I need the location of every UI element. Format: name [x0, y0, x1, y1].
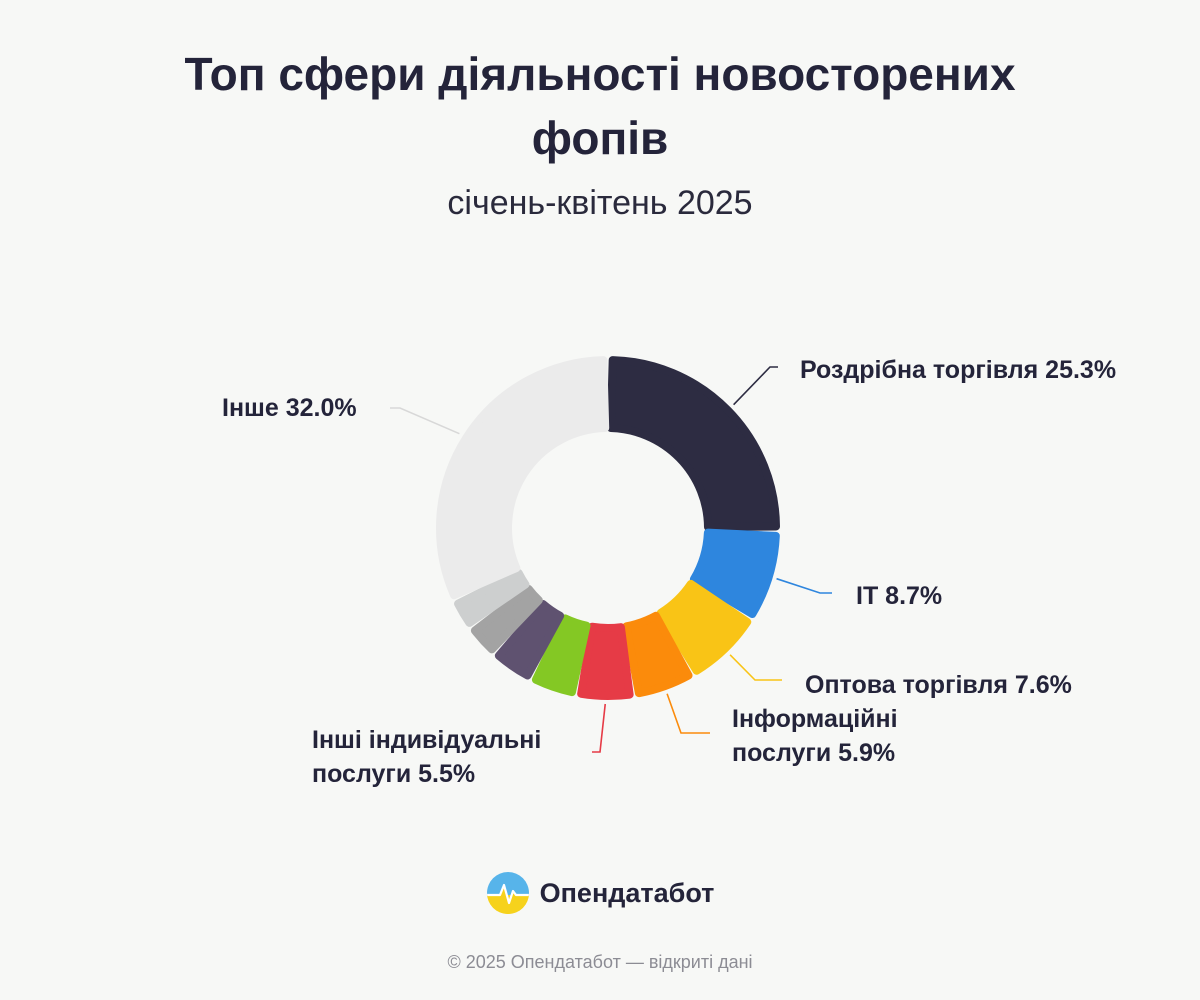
slice-slice-8: [470, 585, 543, 654]
chart-subtitle: січень-квітень 2025: [447, 184, 753, 222]
slices-layer: [436, 356, 780, 700]
footer-copyright: © 2025 Опендатабот — відкриті дані: [447, 952, 753, 972]
chart-title: Топ сфери діяльності новосторених фопів: [0, 42, 1200, 170]
slice-other-personal-services: [577, 622, 634, 700]
slice-retail: [606, 356, 780, 532]
slice-label-other: Інше 32.0%: [222, 394, 357, 422]
slice-label-info-services-line-2: послуги 5.9%: [732, 739, 895, 767]
brand-logo: Опендатабот: [0, 868, 1200, 918]
leader-line-other: [390, 407, 460, 435]
slice-label-retail: Роздрібна торгівля 25.3%: [800, 356, 1116, 384]
leader-line-wholesale: [729, 654, 782, 681]
slice-slice-9: [454, 569, 530, 627]
leader-line-retail: [733, 366, 778, 406]
brand-name: Опендатабот: [539, 877, 715, 908]
leader-line-info-services: [666, 693, 710, 734]
chart-title-line-2: фопів: [531, 112, 669, 164]
slice-wholesale: [656, 579, 752, 675]
slice-slice-6: [531, 614, 591, 697]
slice-label-wholesale: Оптова торгівля 7.6%: [805, 671, 1072, 699]
slice-info-services: [622, 611, 693, 698]
slice-it: [689, 528, 780, 619]
slice-other: [436, 356, 610, 600]
opendatabot-logo-icon: [486, 872, 529, 914]
slice-slice-7: [494, 600, 565, 680]
slice-label-it: IT 8.7%: [856, 582, 942, 610]
slice-labels: Роздрібна торгівля 25.3% IT 8.7% Оптова …: [222, 356, 1116, 788]
leader-lines: [390, 366, 832, 753]
chart-title-line-1: Топ сфери діяльності новосторених: [184, 48, 1016, 100]
slice-label-other-personal-services-line-1: Інші індивідуальні: [312, 726, 541, 754]
leader-line-it: [776, 577, 832, 594]
slice-label-other-personal-services-line-2: послуги 5.5%: [312, 760, 475, 788]
leader-line-other-personal-services: [592, 703, 607, 753]
slice-label-info-services-line-1: Інформаційні: [732, 705, 898, 733]
